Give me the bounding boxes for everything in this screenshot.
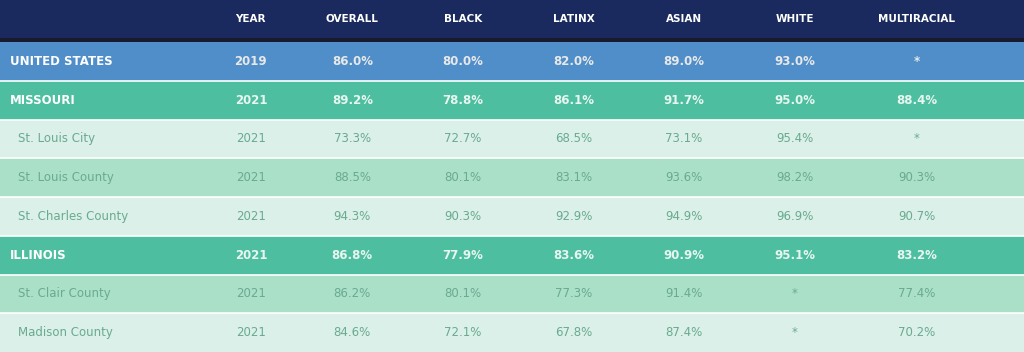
Text: St. Louis County: St. Louis County: [18, 171, 114, 184]
Text: 77.9%: 77.9%: [442, 249, 483, 262]
Text: ILLINOIS: ILLINOIS: [10, 249, 67, 262]
Text: 73.3%: 73.3%: [334, 132, 371, 145]
Bar: [0, 38, 1024, 42]
Text: 92.9%: 92.9%: [555, 210, 592, 223]
Text: 80.0%: 80.0%: [442, 55, 483, 68]
Text: 95.4%: 95.4%: [776, 132, 813, 145]
Text: 86.1%: 86.1%: [553, 94, 594, 107]
Text: UNITED STATES: UNITED STATES: [10, 55, 113, 68]
Text: 2021: 2021: [236, 210, 266, 223]
Text: 83.2%: 83.2%: [896, 249, 937, 262]
Text: 98.2%: 98.2%: [776, 171, 813, 184]
Bar: [0, 275, 1024, 313]
Text: 90.3%: 90.3%: [898, 171, 935, 184]
Text: 93.0%: 93.0%: [774, 55, 815, 68]
Text: 89.0%: 89.0%: [664, 55, 705, 68]
Text: 72.1%: 72.1%: [444, 326, 481, 339]
Text: 87.4%: 87.4%: [666, 326, 702, 339]
Text: 68.5%: 68.5%: [555, 132, 592, 145]
Bar: [0, 81, 1024, 119]
Bar: [0, 236, 1024, 275]
Text: *: *: [913, 132, 920, 145]
Text: 86.2%: 86.2%: [334, 287, 371, 300]
Text: 90.7%: 90.7%: [898, 210, 935, 223]
Text: OVERALL: OVERALL: [326, 14, 379, 24]
Text: MISSOURI: MISSOURI: [10, 94, 76, 107]
Text: 2021: 2021: [234, 94, 267, 107]
Text: 95.1%: 95.1%: [774, 249, 815, 262]
Text: 2021: 2021: [236, 287, 266, 300]
Text: 86.0%: 86.0%: [332, 55, 373, 68]
Text: 80.1%: 80.1%: [444, 171, 481, 184]
Text: 94.9%: 94.9%: [666, 210, 702, 223]
Text: 86.8%: 86.8%: [332, 249, 373, 262]
Text: 72.7%: 72.7%: [444, 132, 481, 145]
Bar: [0, 197, 1024, 236]
Text: 89.2%: 89.2%: [332, 94, 373, 107]
Text: *: *: [913, 55, 920, 68]
Text: 2021: 2021: [236, 132, 266, 145]
Text: 84.6%: 84.6%: [334, 326, 371, 339]
Text: ASIAN: ASIAN: [666, 14, 702, 24]
Text: 77.3%: 77.3%: [555, 287, 592, 300]
Bar: [0, 42, 1024, 81]
Text: 88.5%: 88.5%: [334, 171, 371, 184]
Text: MULTIRACIAL: MULTIRACIAL: [878, 14, 955, 24]
Text: 2019: 2019: [234, 55, 267, 68]
Text: 80.1%: 80.1%: [444, 287, 481, 300]
Text: 73.1%: 73.1%: [666, 132, 702, 145]
Text: 96.9%: 96.9%: [776, 210, 813, 223]
Text: 70.2%: 70.2%: [898, 326, 935, 339]
Text: 90.9%: 90.9%: [664, 249, 705, 262]
Text: 78.8%: 78.8%: [442, 94, 483, 107]
Text: 94.3%: 94.3%: [334, 210, 371, 223]
Text: 77.4%: 77.4%: [898, 287, 935, 300]
Text: St. Clair County: St. Clair County: [18, 287, 111, 300]
Text: 95.0%: 95.0%: [774, 94, 815, 107]
Text: 88.4%: 88.4%: [896, 94, 937, 107]
Text: St. Louis City: St. Louis City: [18, 132, 95, 145]
Bar: [0, 158, 1024, 197]
Text: 2021: 2021: [236, 171, 266, 184]
Text: 93.6%: 93.6%: [666, 171, 702, 184]
Text: Madison County: Madison County: [18, 326, 113, 339]
Text: LATINX: LATINX: [553, 14, 594, 24]
Text: BLACK: BLACK: [443, 14, 482, 24]
Text: 2021: 2021: [236, 326, 266, 339]
Text: 82.0%: 82.0%: [553, 55, 594, 68]
Bar: [0, 119, 1024, 158]
Text: 90.3%: 90.3%: [444, 210, 481, 223]
Bar: [0, 0, 1024, 38]
Text: *: *: [792, 287, 798, 300]
Text: WHITE: WHITE: [775, 14, 814, 24]
Text: 2021: 2021: [234, 249, 267, 262]
Text: 91.7%: 91.7%: [664, 94, 705, 107]
Text: 83.1%: 83.1%: [555, 171, 592, 184]
Text: St. Charles County: St. Charles County: [18, 210, 128, 223]
Text: YEAR: YEAR: [236, 14, 266, 24]
Text: 83.6%: 83.6%: [553, 249, 594, 262]
Text: *: *: [792, 326, 798, 339]
Text: 67.8%: 67.8%: [555, 326, 592, 339]
Bar: [0, 313, 1024, 352]
Text: 91.4%: 91.4%: [666, 287, 702, 300]
